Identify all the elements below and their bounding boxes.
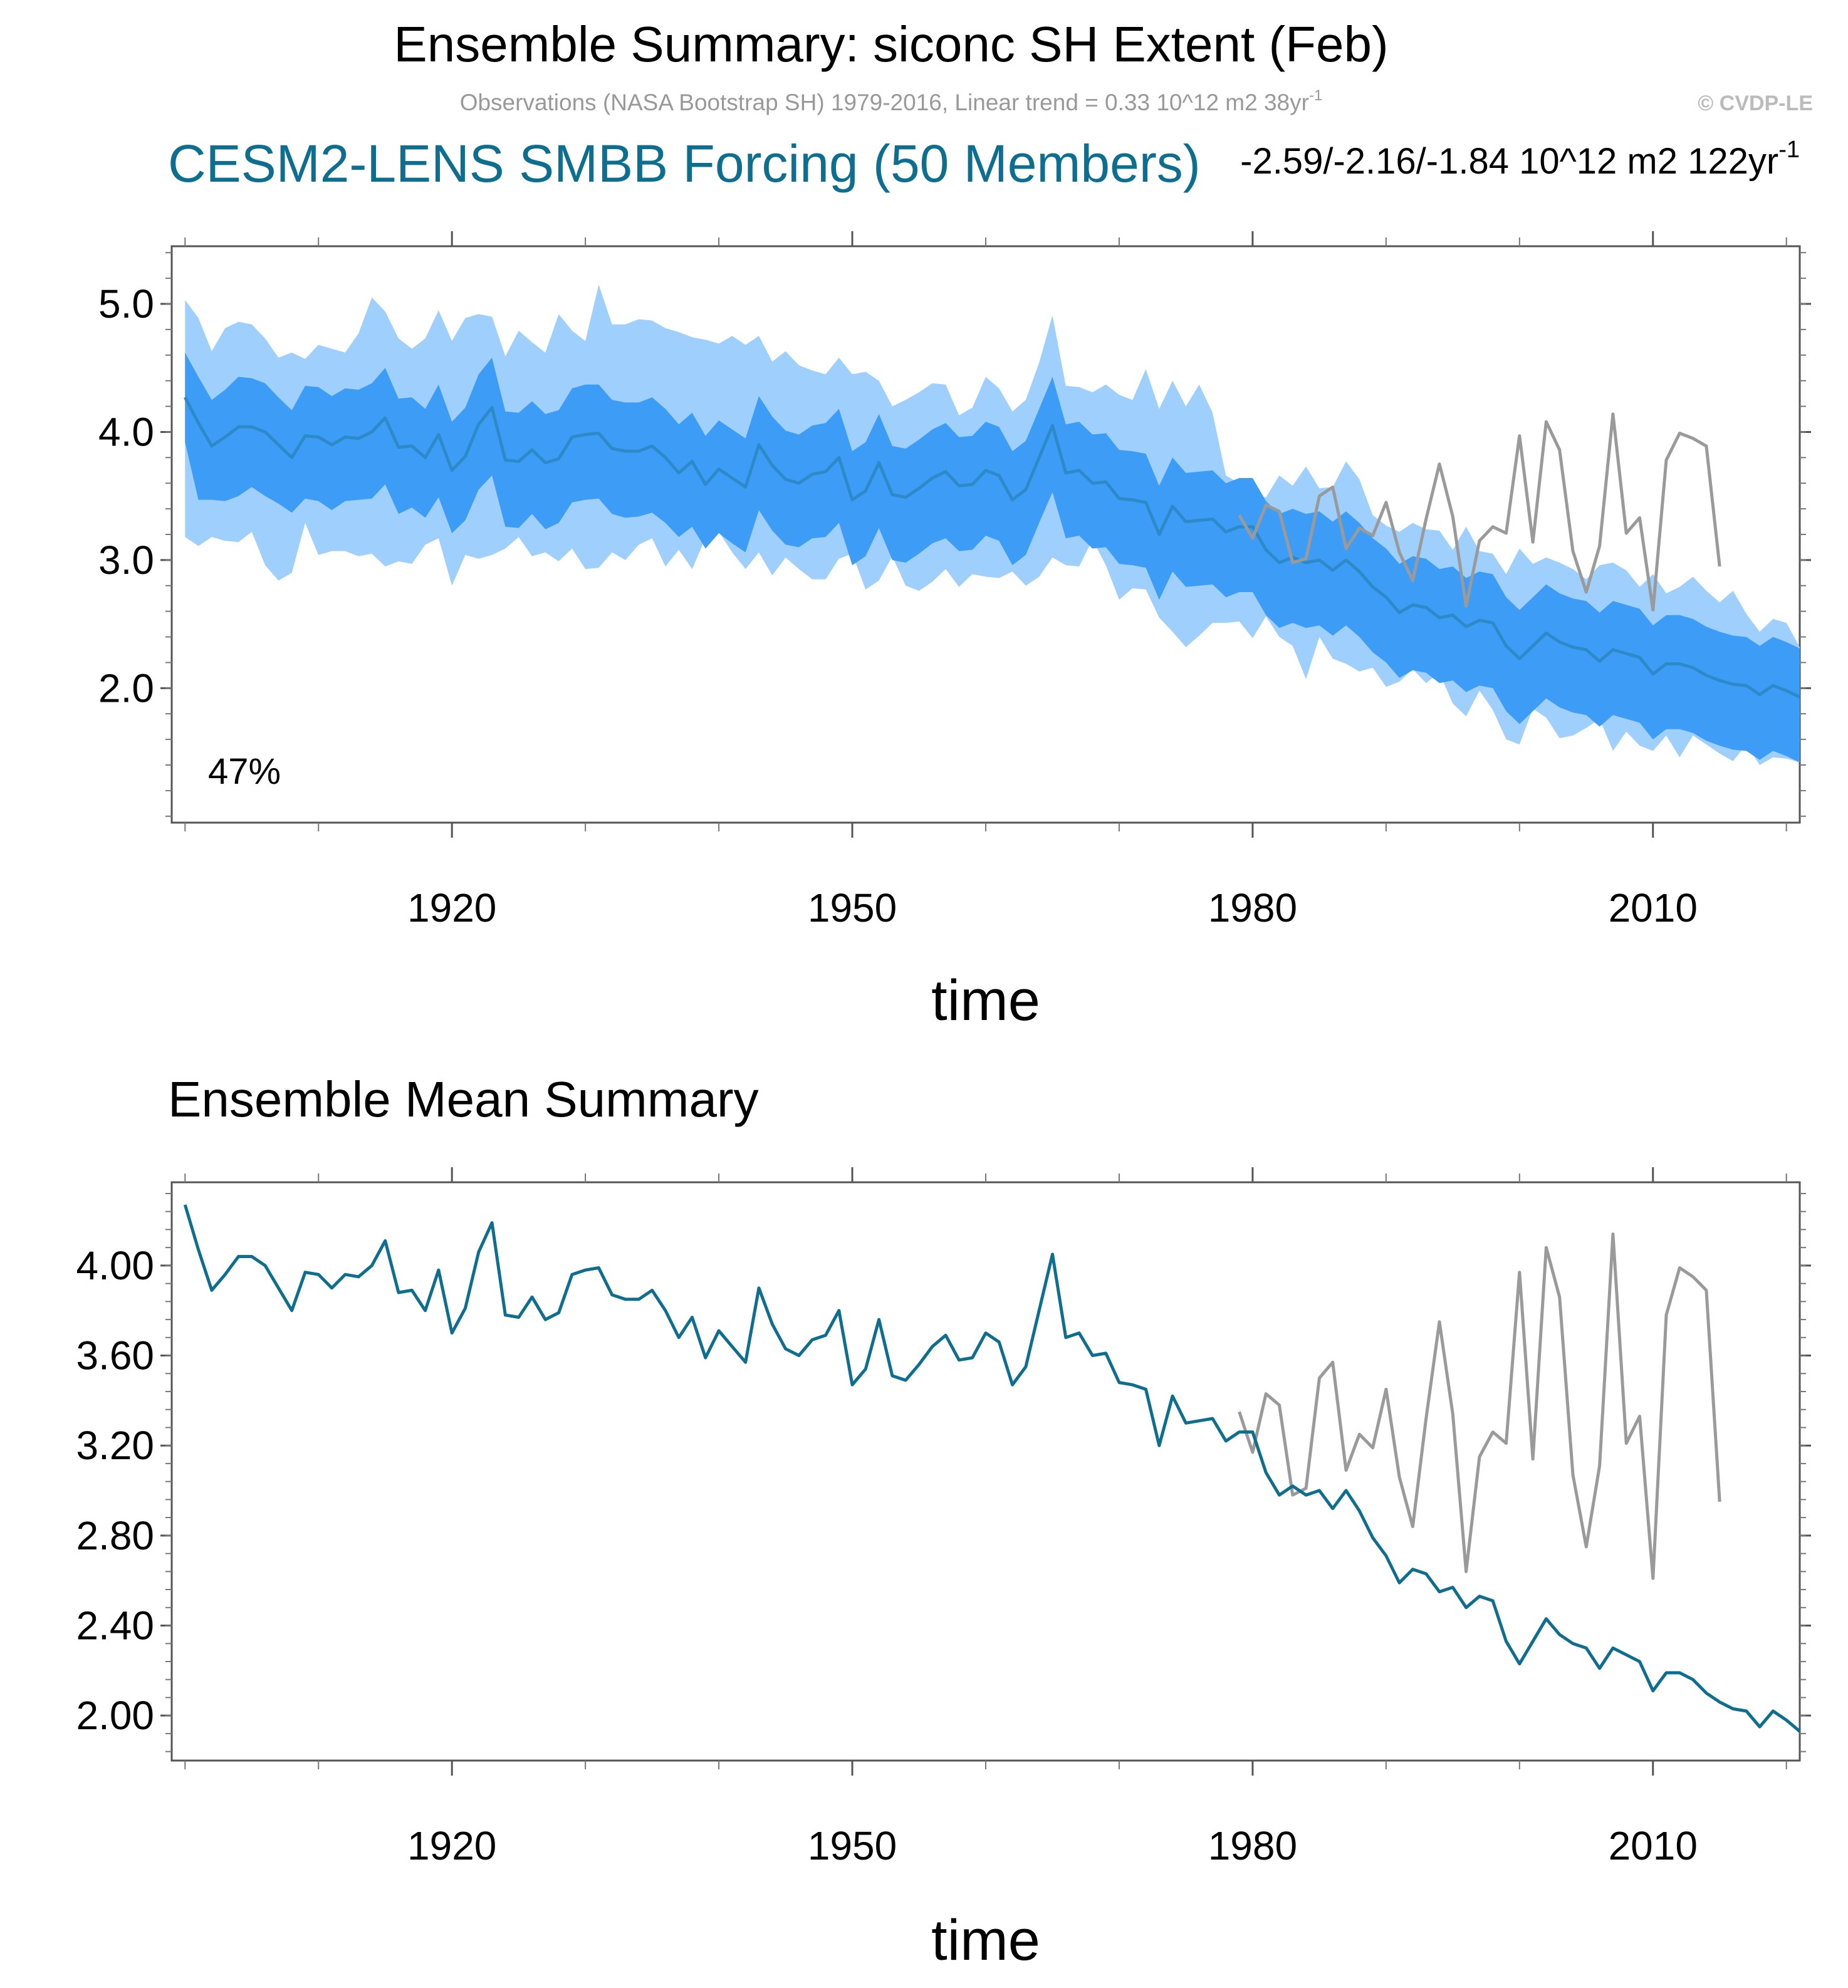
percent-annotation: 47% <box>208 751 281 792</box>
ensemble-mean-line <box>184 397 1801 699</box>
observations-caption-text: Observations (NASA Bootstrap SH) 1979-20… <box>460 90 1309 115</box>
lower-ytick-label: 2.00 <box>76 1693 154 1738</box>
lower-ticks: 2.00 2.40 2.80 3.20 3.60 4.00 1920 1950 1980 2010 <box>76 1167 1811 1868</box>
observations-line <box>1238 1232 1721 1580</box>
lower-ytick-label: 2.80 <box>76 1513 154 1558</box>
observations-caption-sup: -1 <box>1309 87 1322 104</box>
upper-lines <box>184 397 1801 699</box>
lower-lines <box>183 1204 1801 1733</box>
lower-xtick-label: 1950 <box>808 1823 897 1868</box>
trend-label: -2.59/-2.16/-1.84 10^12 m2 122yr-1 <box>1240 137 1800 182</box>
upper-xtick-label: 1920 <box>407 885 496 930</box>
upper-xtick-label: 1980 <box>1208 885 1297 930</box>
lower-ytick-label: 2.40 <box>76 1603 154 1648</box>
ensemble-mean-line <box>183 1204 1801 1733</box>
upper-ticks: 2.0 3.0 4.0 5.0 1920 1950 1980 2010 <box>98 231 1811 930</box>
main-title: Ensemble Summary: siconc SH Extent (Feb) <box>394 16 1388 72</box>
upper-panel: 2.0 3.0 4.0 5.0 1920 1950 1980 2010 47% time <box>98 231 1811 1033</box>
lower-xtick-label: 1920 <box>407 1823 496 1868</box>
observations-caption: Observations (NASA Bootstrap SH) 1979-20… <box>460 87 1323 115</box>
upper-bands <box>185 284 1800 765</box>
trend-label-sup: -1 <box>1778 137 1800 163</box>
lower-x-axis-label: time <box>931 1908 1040 1972</box>
copyright-label: © CVDP-LE <box>1698 91 1813 115</box>
trend-label-text: -2.59/-2.16/-1.84 10^12 m2 122yr <box>1240 141 1778 182</box>
upper-ytick-label: 3.0 <box>98 538 154 583</box>
model-title: CESM2-LENS SMBB Forcing (50 Members) <box>168 134 1201 193</box>
upper-xtick-label: 2010 <box>1609 885 1698 930</box>
lower-ytick-label: 3.20 <box>76 1423 154 1468</box>
upper-xtick-label: 1950 <box>808 885 897 930</box>
upper-ytick-label: 5.0 <box>98 281 154 326</box>
observations-line <box>1238 412 1721 612</box>
upper-ytick-label: 4.0 <box>98 409 154 454</box>
lower-xtick-label: 2010 <box>1609 1823 1698 1868</box>
inner-range-band <box>185 352 1800 762</box>
lower-plot-frame <box>170 1181 1801 1762</box>
lower-xtick-label: 1980 <box>1208 1823 1297 1868</box>
upper-x-axis-label: time <box>931 969 1040 1033</box>
lower-panel-title: Ensemble Mean Summary <box>168 1071 759 1127</box>
upper-ytick-label: 2.0 <box>98 665 154 710</box>
lower-ytick-label: 4.00 <box>76 1243 154 1288</box>
lower-ytick-label: 3.60 <box>76 1333 154 1378</box>
lower-panel: 2.00 2.40 2.80 3.20 3.60 4.00 1920 1950 1980 2010… <box>76 1167 1811 1972</box>
